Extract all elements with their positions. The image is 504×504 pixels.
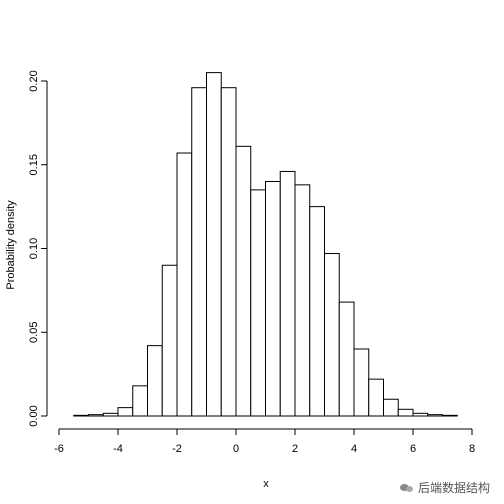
- histogram-bar: [294, 184, 311, 417]
- histogram-bar: [309, 206, 325, 417]
- watermark: 后端数据结构: [399, 479, 490, 496]
- histogram-bar: [235, 145, 252, 417]
- x-tick-label: 6: [410, 443, 416, 455]
- histogram-bar: [206, 72, 222, 417]
- y-tick-label: 0.05: [28, 322, 40, 343]
- histogram-bar: [353, 348, 370, 417]
- y-tick-label: 0.15: [28, 154, 40, 175]
- histogram-bar: [383, 398, 399, 417]
- histogram-bars: [73, 72, 458, 417]
- histogram-bar: [220, 87, 237, 417]
- histogram-bar: [147, 345, 163, 417]
- x-tick-label: 0: [233, 443, 239, 455]
- histogram-bar: [279, 170, 296, 417]
- x-tick-label: -4: [113, 443, 123, 455]
- histogram-bar: [88, 414, 104, 417]
- y-axis: 0.00 0.05 0.10 0.15 0.20: [28, 70, 48, 427]
- histogram-bar: [73, 414, 89, 417]
- x-axis-title: x: [263, 478, 269, 490]
- x-tick-label: -2: [172, 443, 182, 455]
- x-axis: -6 -4 -2 0 2 4 6 8: [54, 428, 475, 455]
- y-tick-label: 0.20: [28, 70, 40, 91]
- histogram-bar: [368, 378, 384, 417]
- histogram-bar: [412, 412, 429, 417]
- x-tick-label: -6: [54, 443, 64, 455]
- histogram-bar: [442, 414, 458, 417]
- y-tick-label: 0.00: [28, 405, 40, 426]
- histogram-bar: [117, 407, 134, 417]
- histogram-bar: [397, 408, 414, 417]
- x-tick-label: 8: [469, 443, 475, 455]
- chat-bubble-icon: [399, 482, 414, 494]
- histogram-bar: [102, 412, 119, 417]
- histogram-bar: [132, 385, 148, 417]
- watermark-text: 后端数据结构: [417, 481, 490, 495]
- y-tick-label: 0.10: [28, 238, 40, 259]
- histogram-bar: [161, 264, 178, 417]
- histogram-bar: [250, 189, 266, 417]
- histogram-bar: [191, 87, 207, 417]
- histogram-bar: [176, 152, 193, 417]
- x-tick-label: 2: [292, 443, 298, 455]
- histogram-bar: [338, 301, 355, 417]
- histogram-bar: [427, 414, 443, 417]
- y-axis-title: Probability density: [5, 200, 17, 290]
- histogram-bar: [265, 181, 281, 417]
- histogram-bar: [324, 253, 340, 417]
- x-tick-label: 4: [351, 443, 357, 455]
